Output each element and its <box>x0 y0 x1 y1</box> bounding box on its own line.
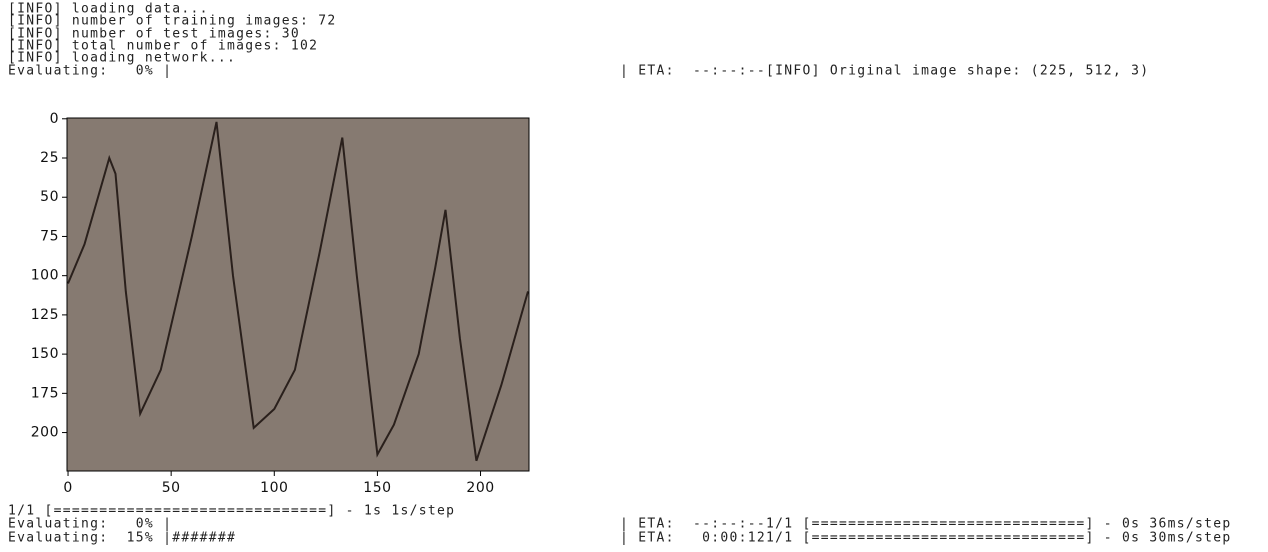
progress-left: Evaluating: 0% | <box>8 517 172 532</box>
x-tick-label: 50 <box>162 480 181 496</box>
x-tick-label: 200 <box>466 480 494 496</box>
x-tick-label: 100 <box>260 480 288 496</box>
y-tick-label: 100 <box>31 268 59 284</box>
image <box>67 118 529 471</box>
y-tick-label: 25 <box>40 150 59 166</box>
progress-right: | ETA: --:--:--[INFO] Original image sha… <box>620 64 1149 79</box>
y-tick-label: 0 <box>50 111 59 127</box>
image-plot: 0 50 100 150 200 0 25 50 75 100 125 150 175 200 <box>31 111 529 496</box>
x-tick-label: 150 <box>363 480 391 496</box>
y-tick-label: 200 <box>31 425 59 441</box>
y-tick-label: 175 <box>31 385 59 401</box>
y-tick-label: 50 <box>40 189 59 205</box>
x-tick-label: 0 <box>63 480 72 496</box>
y-tick-label: 75 <box>40 228 59 244</box>
progress-left: Evaluating: 15% |####### <box>8 531 236 546</box>
progress-left: Evaluating: 0% | <box>8 64 172 79</box>
progress-right: | ETA: 0:00:121/1 [=====================… <box>620 531 1232 546</box>
notebook-output: [INFO] loading data... [INFO] number of … <box>0 0 1268 552</box>
progress-right: | ETA: --:--:--1/1 [====================… <box>620 517 1232 532</box>
y-tick-label: 150 <box>31 346 59 362</box>
y-tick-label: 125 <box>31 307 59 323</box>
